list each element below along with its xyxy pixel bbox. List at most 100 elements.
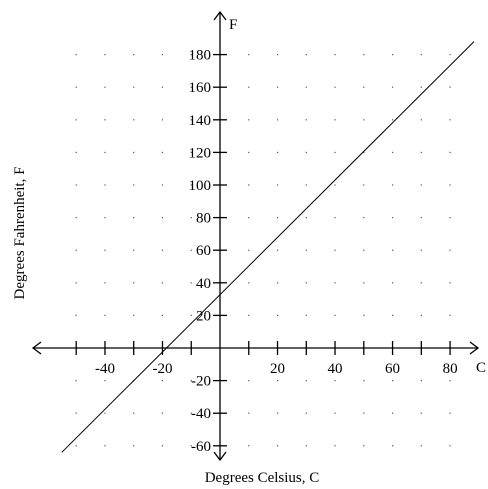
- series: [61, 41, 475, 453]
- grid-dot: [190, 86, 192, 88]
- grid-dot: [420, 249, 422, 251]
- grid-dot: [276, 184, 279, 186]
- grid-dot: [334, 217, 336, 219]
- grid-dot: [75, 86, 77, 88]
- x-tick-label: -20: [152, 361, 172, 377]
- grid-dot: [363, 249, 365, 251]
- grid-dot: [305, 249, 307, 251]
- grid-dot: [104, 249, 106, 251]
- y-tick-label: 60: [196, 243, 211, 259]
- grid-dot: [75, 119, 77, 121]
- grid-dot: [276, 54, 279, 56]
- grid-dot: [248, 282, 250, 284]
- x-tick-label: 80: [443, 361, 458, 377]
- grid-dot: [449, 151, 451, 153]
- grid-dot: [104, 184, 106, 186]
- grid-dot: [449, 119, 451, 121]
- grid-dot: [161, 412, 164, 414]
- grid-dot: [391, 282, 394, 284]
- grid-dot: [161, 54, 164, 56]
- grid-dot: [104, 54, 106, 56]
- series-line: [61, 41, 475, 453]
- grid-dot: [449, 380, 451, 382]
- x-tick-label: -40: [95, 361, 115, 377]
- grid-dots: [75, 54, 451, 447]
- grid-dot: [305, 119, 307, 121]
- grid-dot: [391, 412, 394, 414]
- grid-dot: [363, 380, 365, 382]
- grid-dot: [75, 380, 77, 382]
- y-axis-arrow-top: [213, 10, 227, 21]
- grid-dot: [161, 380, 164, 382]
- grid-dot: [276, 86, 279, 88]
- y-tick-label: 180: [189, 48, 212, 64]
- y-tick-label: 20: [196, 308, 211, 324]
- y-tick-label: 120: [189, 145, 212, 161]
- grid-dot: [75, 282, 77, 284]
- grid-dot: [363, 314, 365, 316]
- grid-dot: [334, 412, 336, 414]
- grid-dot: [248, 314, 250, 316]
- grid-dot: [420, 314, 422, 316]
- grid-dot: [363, 119, 365, 121]
- grid-dot: [391, 217, 394, 219]
- grid-dot: [190, 119, 192, 121]
- grid-dot: [449, 249, 451, 251]
- grid-dot: [248, 151, 250, 153]
- grid-dot: [133, 249, 135, 251]
- grid-dot: [363, 217, 365, 219]
- grid-dot: [449, 282, 451, 284]
- x-axis-arrow-right: [469, 341, 480, 355]
- grid-dot: [420, 380, 422, 382]
- y-tick-label: 40: [196, 276, 211, 292]
- grid-dot: [248, 380, 250, 382]
- grid-dot: [104, 380, 106, 382]
- grid-dot: [363, 151, 365, 153]
- grid-dot: [104, 282, 106, 284]
- grid-dot: [334, 249, 336, 251]
- grid-dot: [75, 217, 77, 219]
- grid-dot: [190, 380, 192, 382]
- grid-dot: [133, 119, 135, 121]
- grid-dot: [248, 249, 250, 251]
- grid-dot: [161, 151, 164, 153]
- y-tick-label: -20: [191, 374, 211, 390]
- grid-dot: [190, 217, 192, 219]
- x-tick-label: 60: [385, 361, 400, 377]
- grid-dot: [248, 217, 250, 219]
- grid-dot: [104, 119, 106, 121]
- grid-dot: [305, 184, 307, 186]
- grid-dot: [75, 151, 77, 153]
- tick-labels: -40 -20 20 40 60 80 -60 -40 -20 20 40 60 80 100 120 140…: [95, 48, 458, 455]
- grid-dot: [104, 412, 106, 414]
- grid-dot: [248, 86, 250, 88]
- grid-dot: [75, 314, 77, 316]
- grid-dot: [305, 314, 307, 316]
- grid-dot: [391, 249, 394, 251]
- grid-dot: [305, 445, 307, 447]
- grid-dot: [334, 314, 336, 316]
- grid-dot: [161, 249, 164, 251]
- y-tick-label: -60: [191, 439, 211, 455]
- grid-dot: [391, 54, 394, 56]
- x-tick-label: 20: [270, 361, 285, 377]
- grid-dot: [133, 86, 135, 88]
- grid-dot: [161, 314, 164, 316]
- grid-dot: [133, 412, 135, 414]
- grid-dot: [420, 86, 422, 88]
- grid-dot: [334, 380, 336, 382]
- grid-dot: [104, 314, 106, 316]
- grid-dot: [391, 119, 394, 121]
- grid-dot: [420, 119, 422, 121]
- grid-dot: [449, 184, 451, 186]
- grid-dot: [190, 314, 192, 316]
- grid-dot: [363, 86, 365, 88]
- grid-dot: [420, 412, 422, 414]
- grid-dot: [420, 184, 422, 186]
- grid-dot: [276, 217, 279, 219]
- grid-dot: [334, 151, 336, 153]
- grid-dot: [190, 151, 192, 153]
- grid-dot: [190, 184, 192, 186]
- grid-dot: [248, 54, 250, 56]
